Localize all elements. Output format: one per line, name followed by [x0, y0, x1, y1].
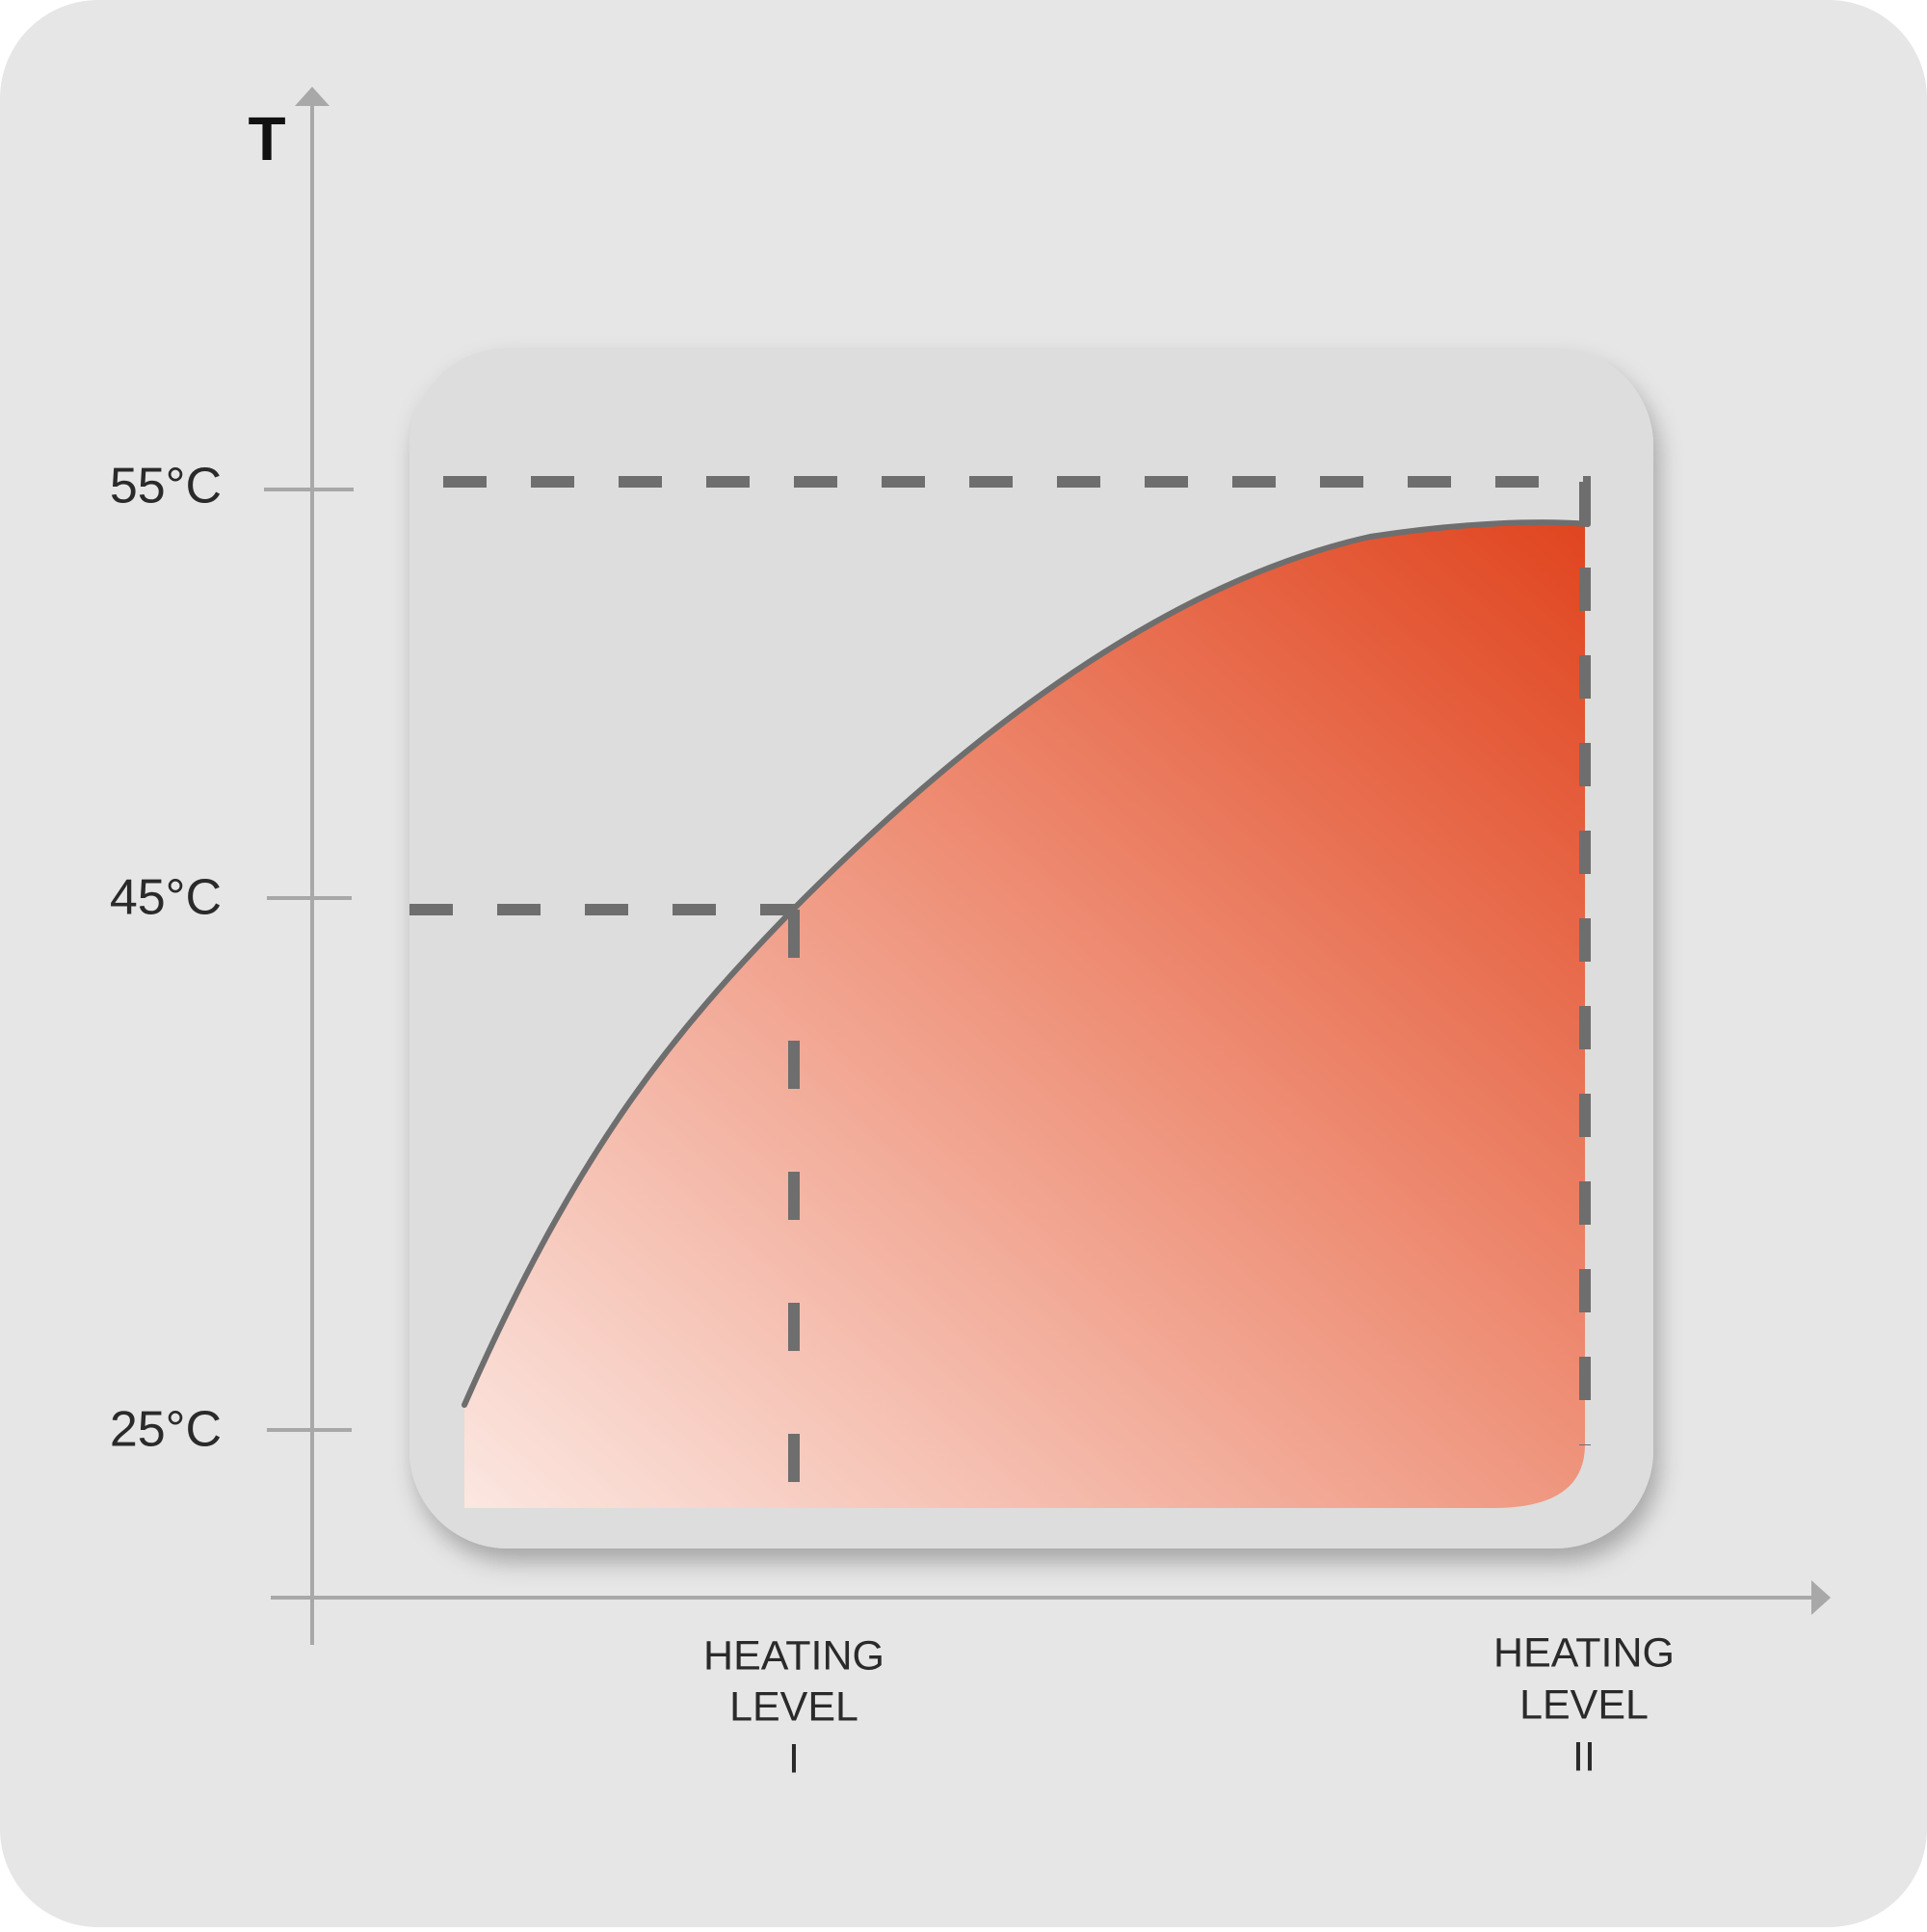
y-label: T: [248, 104, 285, 173]
heat-area: [464, 521, 1585, 1508]
level-labels: HEATING LEVEL I HEATING LEVEL II: [703, 1629, 1675, 1782]
level-label: I: [788, 1735, 800, 1782]
level-label: HEATING: [1493, 1629, 1675, 1676]
level-label: HEATING: [703, 1632, 884, 1679]
tick-label: 25°C: [110, 1402, 222, 1458]
level-label: LEVEL: [729, 1683, 858, 1730]
y-arrow: [295, 87, 330, 106]
guide-lines: [409, 476, 1591, 1506]
tick-label: 55°C: [110, 459, 222, 515]
x-arrow: [1811, 1580, 1831, 1615]
level-label: LEVEL: [1519, 1681, 1649, 1728]
axes: [264, 96, 1821, 1645]
heat-curve: [462, 519, 1591, 1408]
level-label: II: [1572, 1734, 1596, 1780]
tick-label: 45°C: [110, 870, 222, 926]
